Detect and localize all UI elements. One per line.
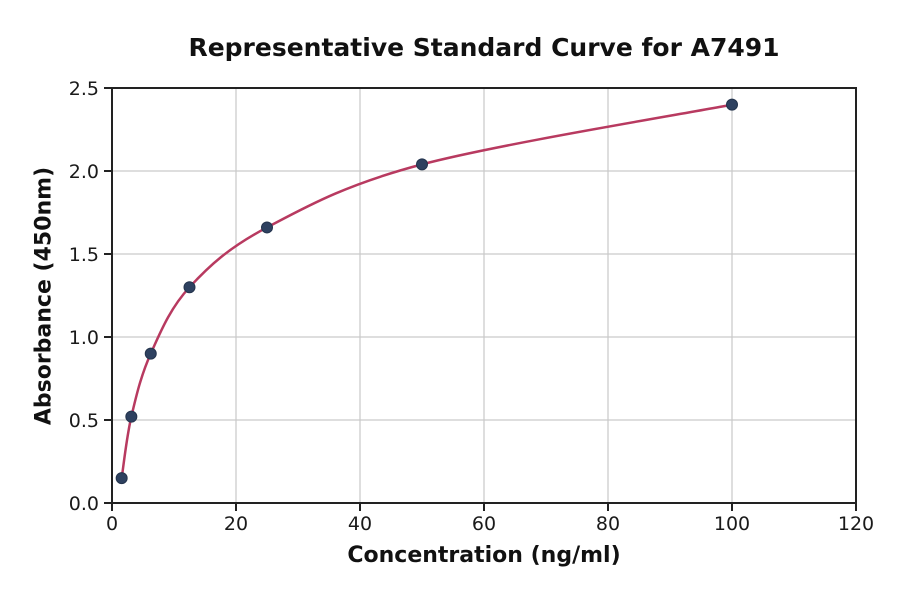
y-tick-label: 0.0 [69, 493, 99, 515]
data-point-marker [726, 98, 738, 111]
y-tick-label: 2.0 [69, 161, 99, 183]
data-point-marker [261, 221, 273, 234]
x-tick-label: 40 [348, 513, 372, 535]
x-tick-label: 60 [472, 513, 496, 535]
x-axis-label: Concentration (ng/ml) [347, 543, 621, 568]
x-tick-label: 100 [714, 513, 750, 535]
y-tick-label: 1.5 [69, 244, 99, 266]
data-point-marker [115, 472, 128, 485]
y-tick-label: 1.0 [69, 327, 99, 349]
x-tick-label: 80 [596, 513, 620, 535]
y-tick-label: 0.5 [69, 410, 99, 432]
data-point-marker [416, 158, 428, 171]
y-tick-label: 2.5 [69, 78, 99, 100]
data-point-marker [183, 281, 196, 294]
data-point-marker [144, 347, 157, 360]
chart-title: Representative Standard Curve for A7491 [188, 33, 780, 62]
x-tick-label: 120 [838, 513, 874, 535]
x-tick-label: 0 [106, 513, 118, 535]
x-tick-label: 20 [224, 513, 248, 535]
data-point-marker [125, 410, 138, 423]
standard-curve-line [120, 103, 734, 480]
y-axis-label: Absorbance (450nm) [31, 166, 57, 426]
